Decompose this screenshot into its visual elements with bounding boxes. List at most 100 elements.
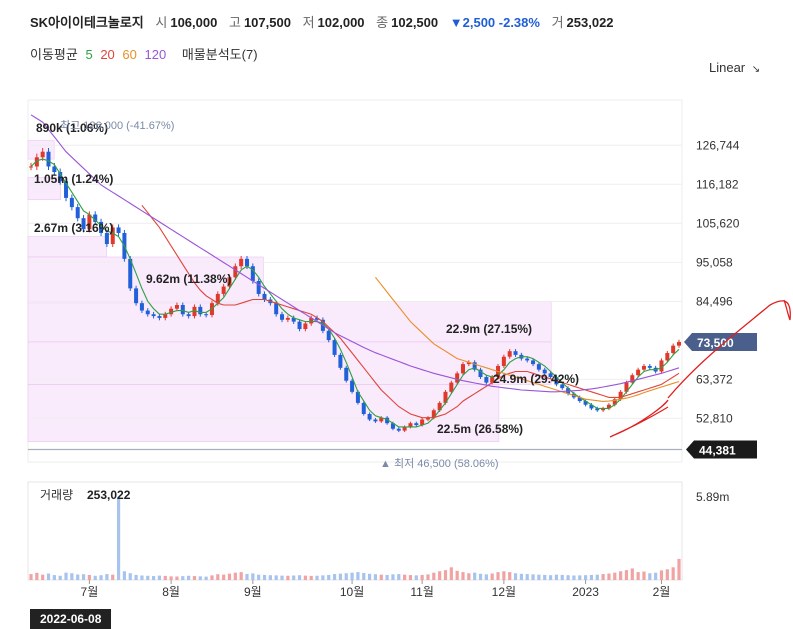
volume-bar [134,574,138,580]
candle-body [396,428,401,431]
volume-bar [350,572,354,580]
volume-bar [665,569,669,580]
candle-body [385,417,390,424]
volume-bar [636,572,640,580]
candle-body [367,413,372,420]
scale-label: Linear [709,60,746,75]
y-tick-label: 84,496 [696,294,733,308]
volume-bar [519,573,523,580]
candle-body [87,214,92,230]
volume-bar [29,574,33,580]
ma-20: 20 [100,47,115,62]
volume-bar [332,574,337,580]
candle-body [414,423,419,426]
supply-zone [27,177,62,201]
volume-bar [455,570,459,580]
candle-body [606,404,611,409]
candle-body [478,369,483,378]
candle-body [536,364,541,370]
close-value: 102,500 [391,15,439,30]
volume-bar [128,573,132,580]
candle-body [285,317,290,320]
volume-bar [251,573,255,580]
volume-bar [41,574,45,580]
candle-body [93,214,98,222]
candle-body [332,340,337,355]
candle-body [227,277,232,287]
volume-bar [146,575,150,580]
supply-zone-label: 24.9m (29.42%) [493,372,579,386]
candle-body [139,303,144,311]
volume-bar [187,575,191,580]
x-tick-label: 12월 [492,585,516,599]
volume-bar [426,574,430,580]
candle-body [256,281,261,294]
ma-5: 5 [85,47,93,62]
volume-bar [659,570,664,580]
volume-bar [227,573,232,580]
volume-bar [385,574,389,580]
chevron-down-icon: ↘ [751,64,761,75]
x-tick-label: 7월 [81,585,99,599]
candle-body [157,316,162,318]
ma-legend[interactable]: 이동평균 5 20 60 120 매물분석도(7) [30,44,262,63]
candle-body [490,377,495,383]
candle-body [338,354,343,368]
candle-body [624,382,629,392]
candle-body [40,151,45,158]
candle-body [186,314,191,317]
candle-body [192,306,197,317]
volume-bar [554,574,559,580]
candle-body [198,306,203,315]
volume-bar [408,575,413,580]
candle-body [425,417,430,420]
supply-zone-label: 1.05m (1.24%) [34,172,113,186]
volume-bar [76,574,80,580]
candle-body [583,401,588,405]
x-tick-label: 11월 [410,585,434,599]
volume-bar [624,570,629,580]
candle-body [280,314,285,320]
volume-bar [478,573,483,580]
volume-bar [344,573,348,580]
supply-analysis-label[interactable]: 매물분석도(7) [181,47,258,62]
x-tick-label: 8월 [162,585,180,599]
volume-bar [181,576,185,580]
volume-bar [122,571,127,580]
volume-bar [432,572,436,580]
candle-body [344,367,349,381]
volume-bar [262,574,267,580]
candle-body [513,351,518,355]
volume-bar [513,573,518,580]
crosshair-date: 2022-06-08 [30,609,112,629]
volume-bar [630,568,634,580]
supply-zone [27,236,107,258]
candle-body [601,408,606,411]
volume-bar [35,572,39,580]
candle-body [618,391,623,400]
candle-body [81,218,86,230]
volume-bar [99,575,103,580]
volume-bar [52,575,56,580]
candle-body [250,266,255,281]
supply-zone-label: 22.5m (26.58%) [437,422,523,436]
current-price-value: 73,500 [697,336,734,350]
scale-toggle[interactable]: Linear ↘ [709,60,760,75]
change-value: ▼2,500 -2.38% [449,15,540,30]
low-price-tag [686,440,757,459]
candle-body [309,317,314,324]
volume-bar [292,575,296,580]
candle-body [560,384,565,389]
volume-bar [367,573,372,580]
volume-bar [484,574,488,580]
volume-bar [321,575,325,580]
volume-bar [70,573,74,580]
volume-bar [140,575,144,580]
candle-body [647,365,652,368]
candle-body [315,317,320,320]
volume-bar [303,575,307,580]
candle-body [169,308,174,315]
candle-body [99,221,104,233]
candle-body [455,373,460,383]
